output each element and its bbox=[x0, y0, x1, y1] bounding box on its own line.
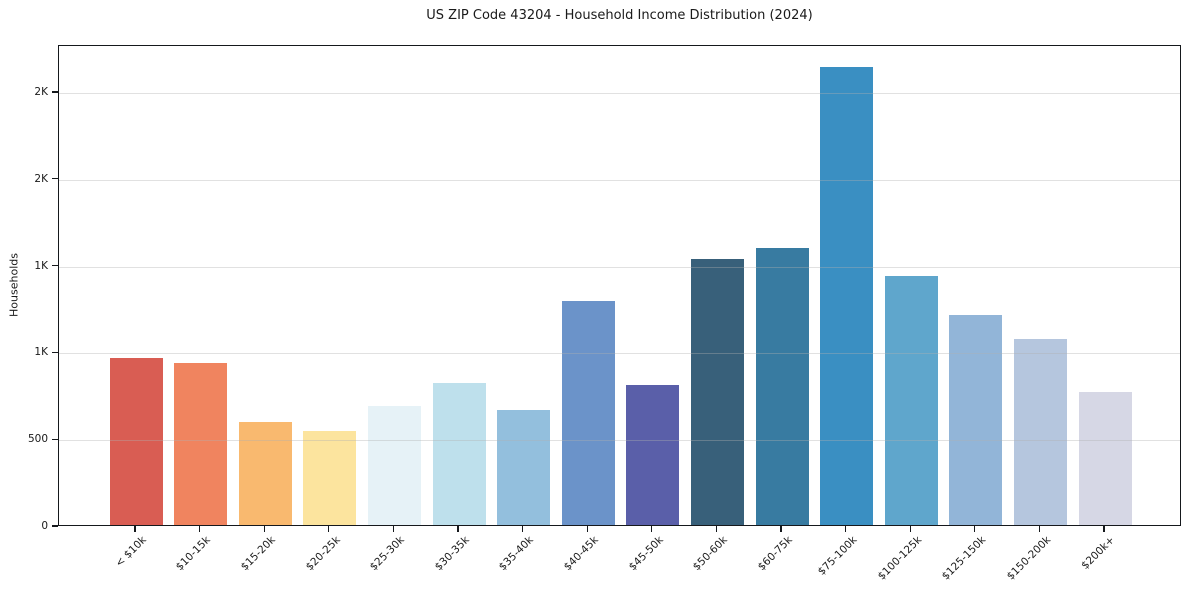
x-tick-mark bbox=[715, 526, 718, 532]
x-tick-mark bbox=[199, 526, 201, 532]
y-tick-mark bbox=[52, 351, 58, 354]
x-tick-label: $200k+ bbox=[1079, 534, 1118, 572]
x-tick-mark bbox=[522, 526, 524, 532]
x-tick-label: $125-150k bbox=[939, 534, 989, 583]
bar-1 bbox=[109, 358, 163, 525]
x-tick-label: $10-15k bbox=[174, 534, 214, 574]
bar-13 bbox=[884, 275, 938, 525]
bar-4 bbox=[303, 431, 357, 525]
y-tick-mark bbox=[52, 91, 58, 93]
gridline bbox=[59, 353, 1180, 355]
x-tick-mark bbox=[457, 526, 459, 532]
bar-12 bbox=[820, 66, 874, 525]
x-tick-mark bbox=[586, 526, 588, 532]
x-tick-label: $20-25k bbox=[303, 534, 343, 574]
y-tick-mark bbox=[52, 264, 58, 267]
x-tick-mark bbox=[845, 526, 847, 532]
y-tick-label: 0 bbox=[41, 520, 48, 532]
bar-15 bbox=[1013, 339, 1067, 525]
x-tick-mark bbox=[1038, 526, 1041, 532]
gridline bbox=[59, 92, 1180, 94]
bar-10 bbox=[690, 259, 744, 525]
x-tick-label: $50-60k bbox=[690, 534, 730, 574]
y-tick-mark bbox=[52, 525, 58, 527]
gridline bbox=[59, 179, 1180, 181]
y-tick-label: 1K bbox=[34, 259, 48, 272]
x-tick-mark bbox=[974, 526, 976, 532]
x-tick-label: $35-40k bbox=[497, 534, 537, 574]
y-tick-label: 500 bbox=[27, 433, 48, 446]
chart-title: US ZIP Code 43204 - Household Income Dis… bbox=[426, 8, 813, 23]
x-tick-mark bbox=[651, 526, 653, 532]
x-tick-label: $40-45k bbox=[561, 534, 601, 574]
x-tick-label: $75-100k bbox=[815, 534, 860, 578]
x-tick-mark bbox=[780, 526, 782, 532]
x-tick-mark bbox=[134, 526, 136, 532]
y-tick-label: 2K bbox=[34, 85, 48, 98]
x-tick-label: $150-200k bbox=[1004, 534, 1053, 583]
bar-6 bbox=[432, 383, 486, 525]
x-tick-label: $25-30k bbox=[367, 534, 407, 574]
y-tick-label: 1K bbox=[34, 346, 48, 359]
bar-8 bbox=[561, 301, 615, 525]
x-tick-mark bbox=[909, 526, 911, 532]
x-tick-label: < $10k bbox=[112, 534, 149, 570]
x-tick-mark bbox=[328, 526, 330, 532]
x-tick-mark bbox=[392, 526, 395, 532]
bar-7 bbox=[497, 410, 551, 525]
x-tick-label: $60-75k bbox=[755, 534, 795, 574]
bar-5 bbox=[367, 406, 421, 525]
bar-16 bbox=[1078, 392, 1132, 525]
bar-14 bbox=[949, 314, 1003, 525]
x-tick-label: $45-50k bbox=[626, 534, 666, 574]
bar-9 bbox=[626, 385, 680, 525]
x-tick-label: $15-20k bbox=[238, 534, 278, 574]
bar-2 bbox=[174, 362, 228, 525]
y-tick-mark bbox=[52, 438, 58, 440]
x-tick-mark bbox=[263, 526, 265, 532]
gridline bbox=[59, 440, 1180, 442]
bar-11 bbox=[755, 248, 809, 525]
y-tick-label: 2K bbox=[34, 172, 48, 185]
y-tick-mark bbox=[52, 178, 58, 180]
plot-area bbox=[58, 45, 1181, 526]
x-tick-mark bbox=[1103, 526, 1105, 532]
x-tick-label: $100-125k bbox=[875, 534, 924, 583]
x-tick-label: $30-35k bbox=[432, 534, 472, 574]
gridline bbox=[59, 266, 1180, 268]
bar-3 bbox=[238, 421, 292, 525]
